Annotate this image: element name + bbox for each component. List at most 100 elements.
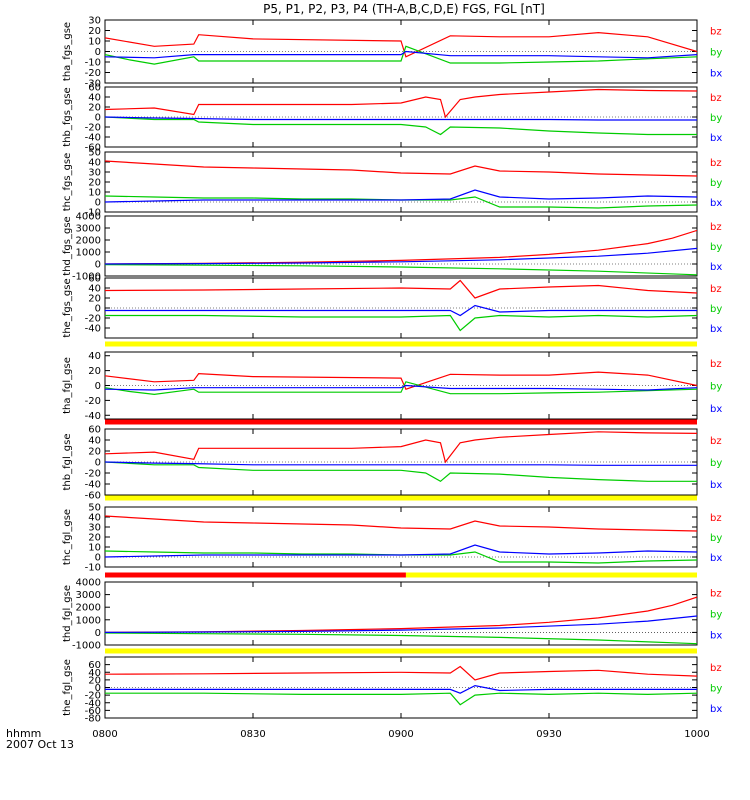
y-tick-label: 40 (88, 668, 101, 679)
y-tick-label: 10 (88, 543, 101, 554)
legend-bz: bz (710, 359, 722, 370)
series-group (105, 431, 697, 483)
series-group (105, 515, 697, 564)
legend: bz by bx (710, 589, 722, 642)
y-axis-label: thb_fgs_gse (62, 87, 73, 146)
series-line-bx (105, 304, 697, 317)
y-tick-label: 0 (95, 260, 101, 271)
series-line-by (105, 692, 697, 706)
y-tick-label: 3000 (76, 224, 101, 235)
series-line-bx (105, 615, 697, 634)
y-axis-label: thb_fgl_gse (62, 434, 73, 491)
y-tick-label: -40 (85, 480, 101, 491)
y-tick-label: -40 (85, 698, 101, 709)
y-tick-label: 0 (95, 198, 101, 209)
y-tick-label: -20 (85, 469, 101, 480)
series-group (105, 160, 697, 209)
legend-bx: bx (710, 69, 722, 80)
y-tick-label: 30 (88, 523, 101, 534)
y-tick-label: -60 (85, 143, 101, 154)
y-tick-label: -10 (85, 208, 101, 219)
series-group (105, 229, 697, 276)
y-tick-label: 40 (88, 284, 101, 295)
y-tick-label: 40 (88, 513, 101, 524)
x-tick-label: 1000 (684, 729, 709, 740)
y-tick-label: 20 (88, 366, 101, 377)
y-tick-label: -30 (85, 79, 101, 90)
status-bar (105, 495, 697, 501)
legend-by: by (710, 178, 722, 189)
y-tick-label: -40 (85, 411, 101, 422)
y-axis-label: the_fgs_gse (62, 278, 73, 337)
legend-bz: bz (710, 436, 722, 447)
legend: bz by bx (710, 222, 722, 273)
y-tick-label: 0 (95, 553, 101, 564)
legend-by: by (710, 610, 722, 621)
series-line-bz (105, 515, 697, 532)
legend-by: by (710, 458, 722, 469)
legend-by: by (710, 242, 722, 253)
status-bar-segment (105, 495, 697, 501)
legend-bx: bx (710, 704, 722, 715)
y-tick-label: 20 (88, 533, 101, 544)
y-tick-label: -10 (85, 563, 101, 574)
legend-bx: bx (710, 262, 722, 273)
panel-frame (104, 351, 698, 420)
y-axis-label: thc_fgs_gse (62, 153, 73, 212)
y-tick-label: 0 (95, 113, 101, 124)
y-tick-label: 4000 (76, 212, 101, 223)
y-tick-label: 40 (88, 158, 101, 169)
legend: bz by bx (710, 27, 722, 80)
legend-bz: bz (710, 513, 722, 524)
legend: bz by bx (710, 663, 722, 715)
y-tick-label: 0 (95, 304, 101, 315)
status-bar-segment (105, 341, 697, 347)
series-line-bz (105, 371, 697, 390)
y-tick-label: 1000 (76, 248, 101, 259)
y-tick-label: 0 (95, 628, 101, 639)
y-tick-label: 50 (88, 503, 101, 514)
series-line-bz (105, 665, 697, 681)
status-bar-segment (405, 572, 697, 578)
status-bar (105, 648, 697, 654)
y-tick-label: -1000 (72, 641, 101, 652)
series-line-by (105, 632, 697, 645)
legend-bx: bx (710, 133, 722, 144)
legend-bz: bz (710, 284, 722, 295)
plot-title: P5, P1, P2, P3, P4 (TH-A,B,C,D,E) FGS, F… (263, 2, 545, 16)
y-tick-label: -20 (85, 691, 101, 702)
legend-bz: bz (710, 589, 722, 600)
y-tick-label: -20 (85, 314, 101, 325)
status-bar (105, 572, 697, 578)
y-tick-label: -20 (85, 68, 101, 79)
series-line-by (105, 116, 697, 136)
status-bar-segment (105, 648, 697, 654)
legend: bz by bx (710, 359, 722, 415)
series-line-by (105, 264, 697, 276)
panel-tha_fgl_gse: 40 20 0 -20 -40 tha_fgl_gse bz by bx (62, 351, 722, 422)
series-line-bx (105, 684, 697, 694)
y-tick-label: 20 (88, 447, 101, 458)
series-line-by (105, 461, 697, 483)
y-tick-label: 30 (88, 16, 101, 27)
y-tick-label: -60 (85, 491, 101, 502)
legend: bz by bx (710, 284, 722, 335)
x-tick-label: 0930 (536, 729, 561, 740)
series-line-bz (105, 88, 697, 119)
status-bar-segment (105, 572, 406, 578)
panel-frame (104, 86, 698, 148)
series-group (105, 88, 697, 136)
legend-by: by (710, 382, 722, 393)
legend-bz: bz (710, 663, 722, 674)
status-bar-segment (105, 419, 697, 425)
y-axis-label: the_fgl_gse (62, 659, 73, 716)
legend-bx: bx (710, 480, 722, 491)
y-axis-label: thd_fgs_gse (62, 216, 73, 275)
legend-by: by (710, 684, 722, 695)
